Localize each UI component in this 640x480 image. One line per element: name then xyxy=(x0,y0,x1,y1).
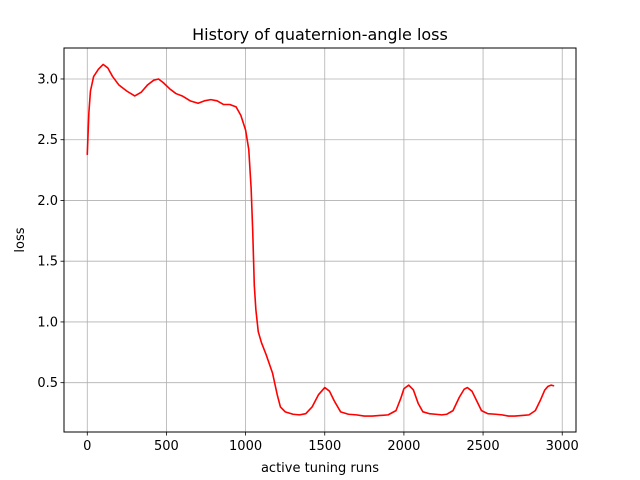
axes-frame xyxy=(63,47,577,433)
x-tick-label: 2500 xyxy=(467,439,500,454)
x-tick-label: 1500 xyxy=(308,439,341,454)
y-tick-label: 3.0 xyxy=(37,72,58,87)
y-tick-label: 1.0 xyxy=(37,315,58,330)
y-axis-title: loss xyxy=(13,227,28,252)
axis-ticks: 0 500 1000 1500 2000 2500 3000 0.5 1.0 1.5 2.0 2.5 3… xyxy=(37,72,578,454)
y-tick-label: 1.5 xyxy=(37,255,58,270)
chart-title: History of quaternion-angle loss xyxy=(192,25,448,44)
y-tick-label: 2.5 xyxy=(37,133,58,148)
x-tick-label: 0 xyxy=(83,439,91,454)
x-tick-label: 500 xyxy=(154,439,179,454)
y-tick-label: 2.0 xyxy=(37,194,58,209)
loss-series-line xyxy=(86,63,555,417)
x-tick-label: 2000 xyxy=(387,439,420,454)
grid-lines xyxy=(64,48,576,432)
x-axis-title: active tuning runs xyxy=(261,461,379,476)
x-tick-label: 1000 xyxy=(229,439,262,454)
y-tick-label: 0.5 xyxy=(37,376,58,391)
x-tick-label: 3000 xyxy=(546,439,579,454)
series-layer xyxy=(86,63,555,417)
